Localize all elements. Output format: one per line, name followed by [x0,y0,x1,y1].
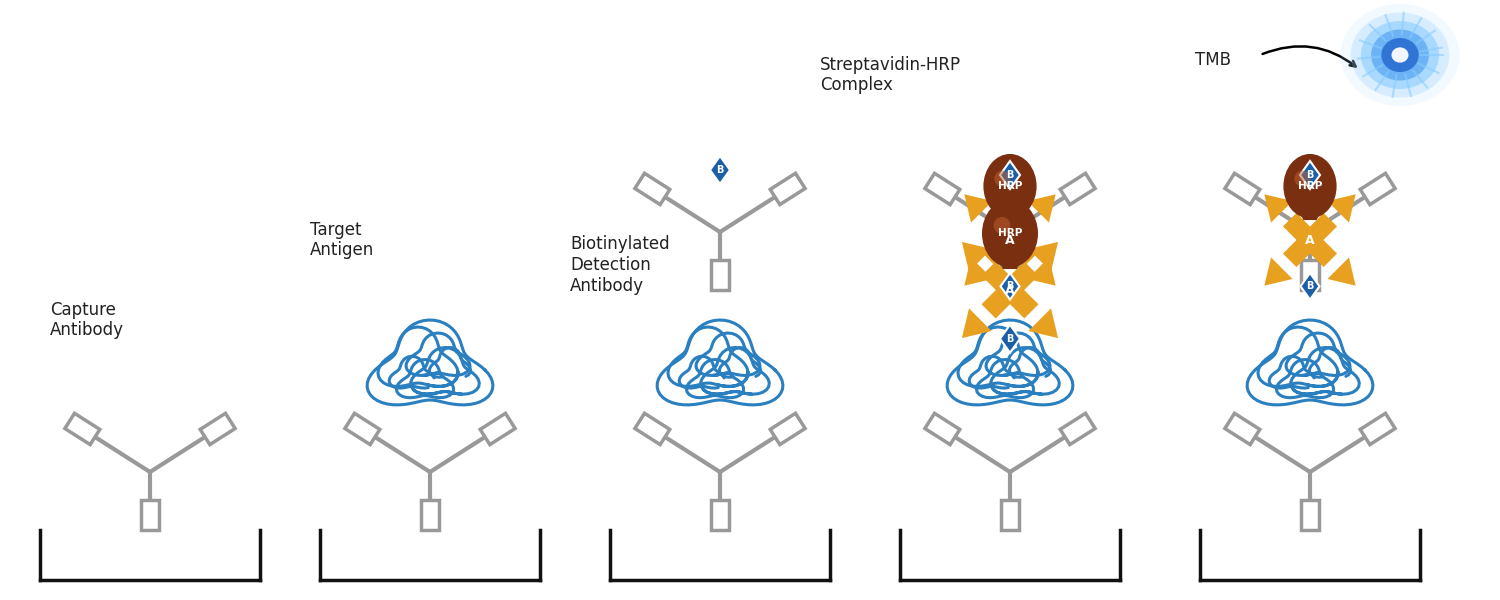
Polygon shape [1304,213,1336,247]
Text: B: B [1007,281,1014,292]
Text: Capture
Antibody: Capture Antibody [50,301,124,340]
Polygon shape [1282,233,1317,267]
Bar [1300,500,1318,530]
Polygon shape [981,262,1017,297]
Ellipse shape [982,199,1038,268]
Polygon shape [1000,325,1020,353]
Polygon shape [962,242,992,272]
Text: A: A [1005,233,1016,247]
Polygon shape [634,173,670,205]
Polygon shape [982,233,1017,267]
Text: HRP: HRP [1298,181,1322,191]
Polygon shape [345,413,380,445]
Text: Biotinylated
Detection
Antibody: Biotinylated Detection Antibody [570,235,669,295]
Polygon shape [770,173,806,205]
Polygon shape [1000,273,1020,299]
Polygon shape [1226,413,1260,445]
Polygon shape [1360,173,1395,205]
Text: B: B [1007,334,1014,344]
Polygon shape [981,283,1017,319]
Bar [711,260,729,290]
Polygon shape [1000,214,1020,220]
Bar [422,500,440,530]
Text: B: B [1306,170,1314,180]
Polygon shape [926,413,960,445]
Polygon shape [770,413,806,445]
Polygon shape [480,413,514,445]
Ellipse shape [993,217,1011,234]
Polygon shape [1028,257,1056,286]
Polygon shape [1028,194,1056,223]
Ellipse shape [1284,154,1336,218]
Polygon shape [1029,308,1057,338]
Bar [1000,500,1018,530]
Polygon shape [1004,233,1036,267]
Ellipse shape [1341,4,1460,106]
Polygon shape [1004,283,1038,319]
Polygon shape [1264,194,1293,223]
Text: Streptavidin-HRP
Complex: Streptavidin-HRP Complex [821,56,962,94]
Ellipse shape [984,154,1036,218]
Polygon shape [1004,262,1038,297]
Polygon shape [1226,173,1260,205]
Text: A: A [1305,233,1316,247]
Polygon shape [1264,257,1293,286]
Bar [141,500,159,530]
Text: B: B [717,165,723,175]
Polygon shape [982,213,1017,247]
Ellipse shape [1294,170,1311,187]
Polygon shape [1060,413,1095,445]
Polygon shape [710,156,730,184]
Text: TMB: TMB [1196,51,1231,69]
Polygon shape [634,413,670,445]
Polygon shape [962,308,992,338]
Bar [1000,260,1018,290]
Ellipse shape [1371,29,1430,80]
Polygon shape [1300,214,1320,220]
Text: HRP: HRP [998,181,1022,191]
Polygon shape [964,194,993,223]
Polygon shape [1060,173,1095,205]
Bar [711,500,729,530]
Text: HRP: HRP [998,229,1022,238]
Ellipse shape [1350,13,1449,97]
Polygon shape [1029,242,1057,272]
Polygon shape [1300,273,1320,299]
Ellipse shape [1382,38,1419,72]
Text: A: A [1005,283,1016,296]
Polygon shape [1000,161,1020,189]
Text: Target
Antigen: Target Antigen [310,221,375,259]
Polygon shape [926,173,960,205]
Text: B: B [1007,170,1014,180]
Ellipse shape [1392,47,1408,62]
Polygon shape [1004,213,1036,247]
Polygon shape [964,257,993,286]
Text: B: B [1306,281,1314,292]
Polygon shape [1328,257,1356,286]
Polygon shape [1328,194,1356,223]
Polygon shape [1304,233,1336,267]
Polygon shape [1300,161,1320,189]
Polygon shape [64,413,101,445]
Polygon shape [200,413,236,445]
Bar [1300,260,1318,290]
Ellipse shape [994,170,1011,187]
Polygon shape [1282,213,1317,247]
Polygon shape [1360,413,1395,445]
Polygon shape [1000,262,1020,269]
Ellipse shape [1360,21,1438,89]
